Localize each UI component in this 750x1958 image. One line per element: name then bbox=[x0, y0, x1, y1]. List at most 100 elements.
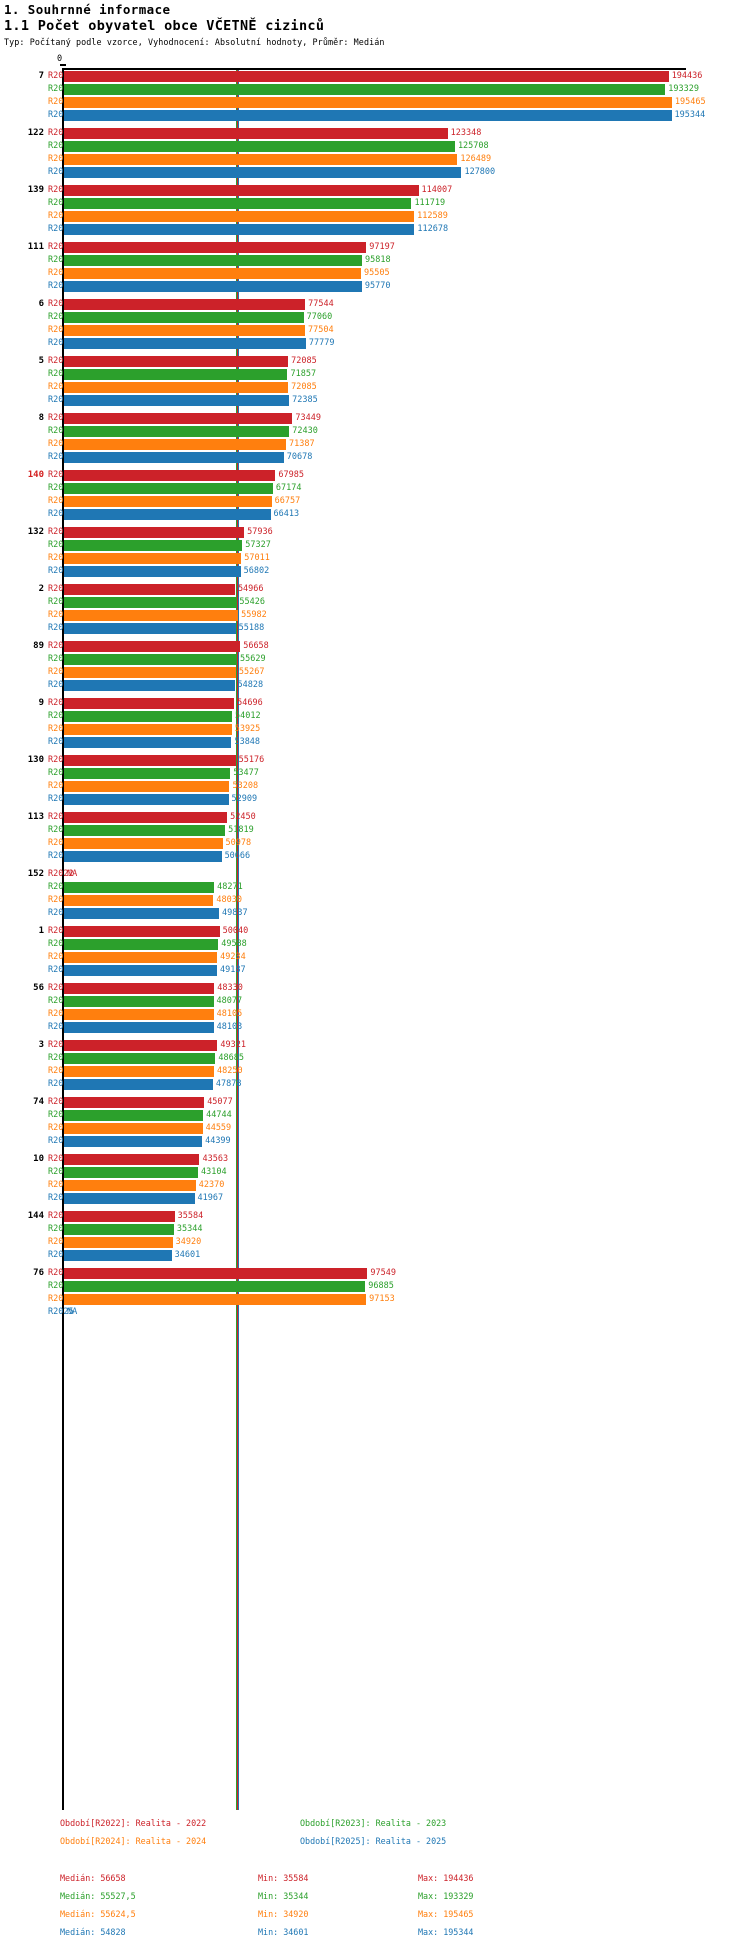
bar[interactable] bbox=[64, 1079, 213, 1090]
bar[interactable] bbox=[64, 1268, 368, 1279]
bar[interactable] bbox=[64, 198, 412, 209]
bar-value-label: 95770 bbox=[364, 281, 391, 291]
bar[interactable] bbox=[64, 926, 220, 937]
bar[interactable] bbox=[64, 1040, 218, 1051]
bar[interactable] bbox=[64, 1167, 199, 1178]
bar[interactable] bbox=[64, 1281, 366, 1292]
bar[interactable] bbox=[64, 680, 235, 691]
bar[interactable] bbox=[64, 597, 237, 608]
bar[interactable] bbox=[64, 996, 214, 1007]
bar[interactable] bbox=[64, 268, 362, 279]
bar[interactable] bbox=[64, 110, 672, 121]
bar[interactable] bbox=[64, 439, 286, 450]
bar-value-label: 72385 bbox=[292, 395, 318, 405]
bar[interactable] bbox=[64, 496, 272, 507]
bar[interactable] bbox=[64, 426, 290, 437]
bar[interactable] bbox=[64, 382, 289, 393]
bar[interactable] bbox=[64, 908, 219, 919]
legend-item-r2025[interactable]: Období[R2025]: Realita - 2025 bbox=[300, 1836, 447, 1846]
bar[interactable] bbox=[64, 154, 458, 165]
bar-value-label: 50978 bbox=[225, 838, 252, 848]
bar[interactable] bbox=[64, 794, 229, 805]
bar[interactable] bbox=[64, 369, 288, 380]
bar[interactable] bbox=[64, 413, 293, 424]
bar[interactable] bbox=[64, 141, 455, 152]
bar[interactable] bbox=[64, 755, 236, 766]
bar[interactable] bbox=[64, 781, 230, 792]
bar[interactable] bbox=[64, 566, 241, 577]
series-label: R2025 bbox=[48, 452, 74, 462]
bar[interactable] bbox=[64, 1022, 214, 1033]
bar[interactable] bbox=[64, 812, 228, 823]
bar[interactable] bbox=[64, 895, 214, 906]
bar[interactable] bbox=[64, 242, 367, 253]
bar[interactable] bbox=[64, 527, 245, 538]
bar[interactable] bbox=[64, 224, 415, 235]
bar[interactable] bbox=[64, 584, 235, 595]
bar[interactable] bbox=[64, 470, 276, 481]
bar[interactable] bbox=[64, 952, 218, 963]
chart-row: 139 R2022 114007 bbox=[0, 184, 750, 197]
series-label: R2022 bbox=[48, 1211, 74, 1221]
bar[interactable] bbox=[64, 698, 235, 709]
bar[interactable] bbox=[64, 1224, 174, 1235]
bar[interactable] bbox=[64, 641, 241, 652]
bar[interactable] bbox=[64, 825, 226, 836]
bar[interactable] bbox=[64, 395, 290, 406]
bar[interactable] bbox=[64, 1180, 196, 1191]
bar[interactable] bbox=[64, 540, 243, 551]
bar[interactable] bbox=[64, 281, 362, 292]
bar[interactable] bbox=[64, 97, 672, 108]
bar[interactable] bbox=[64, 623, 236, 634]
bar[interactable] bbox=[64, 851, 222, 862]
bar[interactable] bbox=[64, 768, 231, 779]
bar[interactable] bbox=[64, 965, 217, 976]
bar[interactable] bbox=[64, 983, 215, 994]
bar[interactable] bbox=[64, 1193, 195, 1204]
bar[interactable] bbox=[64, 483, 273, 494]
bar[interactable] bbox=[64, 838, 223, 849]
bar-value-label: 114007 bbox=[421, 185, 453, 195]
bar[interactable] bbox=[64, 1053, 216, 1064]
chart-row: R2025 70678 bbox=[0, 451, 750, 464]
legend-item-r2023[interactable]: Období[R2023]: Realita - 2023 bbox=[300, 1818, 447, 1828]
bar[interactable] bbox=[64, 711, 232, 722]
bar[interactable] bbox=[64, 356, 289, 367]
bar[interactable] bbox=[64, 452, 284, 463]
bar[interactable] bbox=[64, 325, 306, 336]
bar[interactable] bbox=[64, 1066, 215, 1077]
bar[interactable] bbox=[64, 1237, 173, 1248]
bar[interactable] bbox=[64, 1211, 175, 1222]
bar-value-label: 66413 bbox=[273, 509, 300, 519]
bar[interactable] bbox=[64, 1294, 367, 1305]
bar[interactable] bbox=[64, 255, 362, 266]
legend-item-r2022[interactable]: Období[R2022]: Realita - 2022 bbox=[60, 1818, 207, 1828]
bar[interactable] bbox=[64, 84, 666, 95]
bar[interactable] bbox=[64, 211, 415, 222]
legend-item-r2024[interactable]: Období[R2024]: Realita - 2024 bbox=[60, 1836, 207, 1846]
bar[interactable] bbox=[64, 128, 448, 139]
bar[interactable] bbox=[64, 1154, 200, 1165]
bar[interactable] bbox=[64, 737, 232, 748]
bar[interactable] bbox=[64, 1009, 214, 1020]
bar[interactable] bbox=[64, 167, 462, 178]
bar[interactable] bbox=[64, 509, 271, 520]
bar[interactable] bbox=[64, 338, 306, 349]
bar[interactable] bbox=[64, 1250, 172, 1261]
bar[interactable] bbox=[64, 312, 304, 323]
bar[interactable] bbox=[64, 299, 306, 310]
bar[interactable] bbox=[64, 939, 219, 950]
bar[interactable] bbox=[64, 1097, 205, 1108]
bar[interactable] bbox=[64, 185, 419, 196]
chart-row: R2024 97153 bbox=[0, 1293, 750, 1306]
bar[interactable] bbox=[64, 654, 237, 665]
bar[interactable] bbox=[64, 1110, 204, 1121]
bar[interactable] bbox=[64, 724, 232, 735]
bar[interactable] bbox=[64, 667, 236, 678]
bar[interactable] bbox=[64, 553, 242, 564]
bar[interactable] bbox=[64, 1123, 203, 1134]
bar[interactable] bbox=[64, 1136, 203, 1147]
bar[interactable] bbox=[64, 610, 239, 621]
bar[interactable] bbox=[64, 882, 215, 893]
bar[interactable] bbox=[64, 71, 669, 82]
